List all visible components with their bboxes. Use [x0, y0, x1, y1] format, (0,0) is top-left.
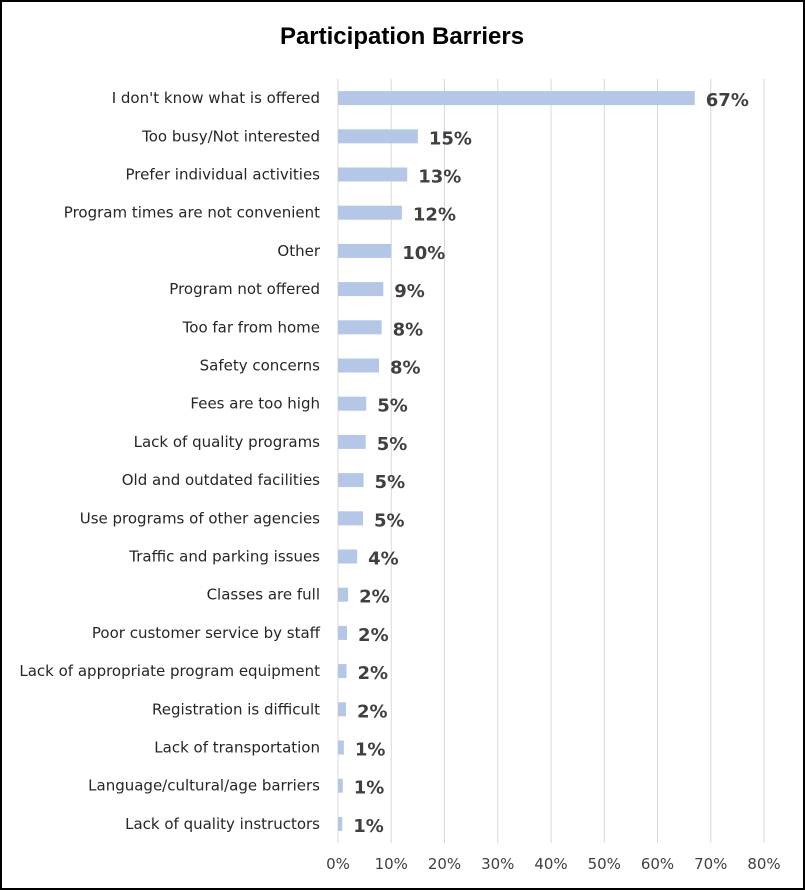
category-label: Lack of quality instructors — [125, 815, 320, 833]
data-labels: 67% 15% 13% 12% 10% 9% 8% 8% 5% 5% 5% 5% 4% 2% 2% 2% 2% 1… — [353, 90, 749, 837]
category-label: Other — [277, 242, 320, 260]
category-label: Safety concerns — [200, 357, 321, 375]
category-label: Too busy/Not interested — [141, 127, 320, 145]
x-tick-label: 60% — [641, 855, 674, 873]
data-label: 2% — [357, 701, 388, 722]
category-label: Traffic and parking issues — [128, 548, 320, 566]
bars — [338, 91, 695, 831]
data-label: 8% — [390, 358, 421, 379]
data-label: 1% — [353, 816, 384, 837]
bar — [338, 511, 364, 526]
x-tick-label: 20% — [428, 855, 461, 873]
bar — [338, 664, 347, 679]
category-label: Lack of transportation — [154, 739, 320, 757]
bar — [338, 740, 344, 755]
category-labels: I don't know what is offered Too busy/Not… — [19, 89, 320, 833]
bar — [338, 473, 364, 488]
bar — [338, 816, 343, 831]
category-label: I don't know what is offered — [112, 89, 320, 107]
x-tick-label: 0% — [326, 855, 350, 873]
category-label: Program not offered — [169, 280, 320, 298]
data-label: 15% — [429, 128, 472, 149]
x-tick-label: 80% — [747, 855, 780, 873]
data-label: 2% — [358, 663, 389, 684]
data-label: 5% — [374, 510, 405, 531]
data-label: 4% — [368, 549, 399, 570]
category-label: Registration is difficult — [152, 700, 320, 718]
bar — [338, 434, 366, 449]
bar — [338, 549, 358, 564]
data-label: 67% — [706, 90, 749, 111]
x-axis-ticks: 0% 10% 20% 30% 40% 50% 60% 70% 80% — [326, 855, 781, 873]
x-tick-label: 30% — [481, 855, 514, 873]
data-label: 2% — [358, 625, 389, 646]
data-label: 2% — [359, 587, 390, 608]
bar — [338, 243, 392, 258]
category-label: Lack of appropriate program equipment — [19, 662, 320, 680]
bar — [338, 167, 408, 182]
x-tick-label: 10% — [375, 855, 408, 873]
category-label: Program times are not convenient — [64, 204, 320, 222]
data-label: 10% — [402, 243, 445, 264]
data-label: 1% — [354, 778, 385, 799]
gridlines — [337, 79, 765, 843]
data-label: 9% — [394, 281, 425, 302]
bar — [338, 625, 348, 640]
chart-title: Participation Barriers — [280, 23, 524, 50]
data-label: 8% — [393, 319, 424, 340]
category-label: Use programs of other agencies — [80, 509, 320, 527]
bar — [338, 587, 349, 602]
category-label: Too far from home — [182, 318, 320, 336]
category-label: Lack of quality programs — [134, 433, 321, 451]
category-label: Classes are full — [207, 586, 320, 604]
bar — [338, 205, 402, 220]
x-tick-label: 50% — [588, 855, 621, 873]
data-label: 1% — [355, 740, 386, 761]
bar — [338, 91, 695, 106]
x-tick-label: 40% — [534, 855, 567, 873]
bar — [338, 396, 367, 411]
data-label: 5% — [375, 472, 406, 493]
category-label: Old and outdated facilities — [122, 471, 320, 489]
data-label: 5% — [377, 434, 408, 455]
bar — [338, 778, 343, 793]
x-tick-label: 70% — [694, 855, 727, 873]
bar — [338, 320, 382, 335]
bar — [338, 358, 380, 373]
bar — [338, 702, 346, 717]
category-label: Poor customer service by staff — [92, 624, 321, 642]
category-label: Fees are too high — [190, 395, 320, 413]
data-label: 12% — [413, 205, 456, 226]
category-label: Prefer individual activities — [126, 166, 321, 184]
bar — [338, 282, 384, 297]
data-label: 5% — [377, 396, 408, 417]
data-label: 13% — [418, 167, 461, 188]
category-label: Language/cultural/age barriers — [88, 777, 320, 795]
bar — [338, 129, 418, 144]
